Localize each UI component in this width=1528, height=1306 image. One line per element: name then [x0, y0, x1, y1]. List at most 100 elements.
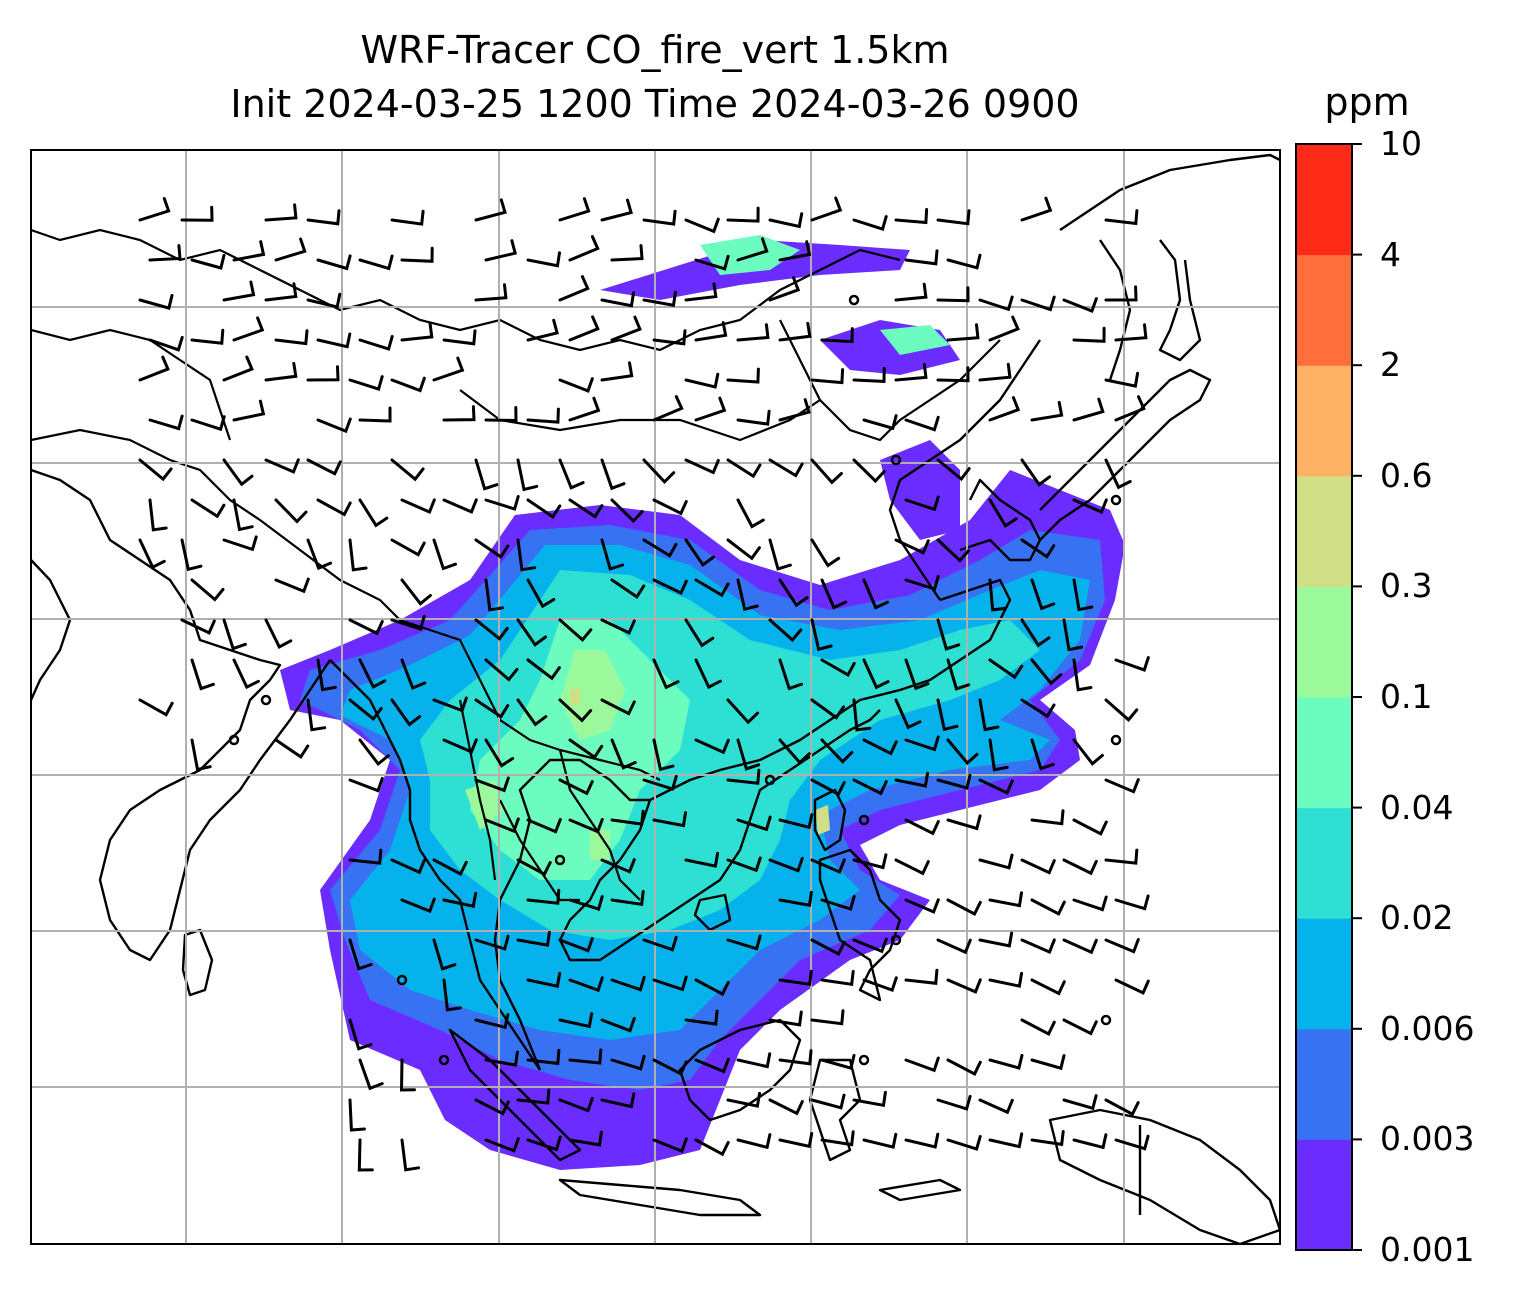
- wind-barb: [1030, 898, 1066, 916]
- wind-barb: [810, 778, 846, 797]
- tracer-band-1b: [880, 440, 960, 540]
- wind-barb: [558, 377, 594, 393]
- colorbar-tick-label: 0.006: [1380, 1008, 1475, 1048]
- wind-barb: [358, 498, 389, 528]
- wind-barb: [1114, 395, 1146, 422]
- wind-barb: [946, 658, 971, 691]
- wind-barb: [862, 414, 898, 431]
- wind-barb: [778, 890, 813, 907]
- wind-barb: [684, 1009, 719, 1026]
- wind-barb: [904, 415, 940, 432]
- wind-barb: [264, 282, 298, 302]
- wind-barb: [894, 698, 922, 730]
- wind-calm-marker: [858, 814, 870, 826]
- wind-barb: [1104, 371, 1140, 388]
- wind-barb: [768, 618, 803, 643]
- wind-barb: [516, 858, 552, 877]
- wind-barb: [988, 1053, 1024, 1070]
- wind-barb: [736, 815, 772, 832]
- wind-barb: [1104, 778, 1140, 794]
- wind-barb: [978, 362, 1012, 382]
- wind-barb: [820, 1054, 856, 1070]
- wind-barb: [904, 1132, 940, 1149]
- wind-barb: [222, 535, 258, 552]
- wind-barb: [400, 1138, 421, 1172]
- wind-barb: [400, 897, 436, 914]
- wind-barb: [694, 658, 722, 690]
- wind-calm-marker: [848, 294, 860, 306]
- tracer-band-7: [815, 805, 830, 835]
- wind-barb: [726, 856, 762, 873]
- wind-barb: [306, 538, 333, 571]
- coastline-hainan: [693, 893, 732, 932]
- wind-barb: [988, 1132, 1024, 1149]
- wind-barb: [810, 368, 845, 385]
- wind-barb: [768, 1098, 804, 1116]
- wind-barb: [988, 498, 1018, 528]
- wind-barb: [1104, 698, 1139, 722]
- wind-barb: [222, 355, 254, 382]
- wind-barb: [1072, 738, 1104, 766]
- wind-barb: [474, 538, 510, 560]
- wind-barb: [1030, 1054, 1066, 1071]
- wind-barb: [936, 458, 971, 482]
- wind-barb: [778, 658, 803, 691]
- wind-barb: [1020, 458, 1052, 487]
- wind-barb: [600, 538, 625, 571]
- wind-barb: [684, 538, 715, 567]
- wind-barb: [904, 658, 930, 691]
- wind-barb: [600, 361, 634, 382]
- wind-barb: [652, 1137, 688, 1154]
- wind-barb: [820, 578, 848, 610]
- wind-barb: [484, 1050, 519, 1067]
- tracer-band-5: [470, 620, 690, 880]
- wind-barb: [852, 215, 888, 231]
- border-myanmar: [458, 699, 497, 881]
- tracer-band-6c: [590, 830, 610, 860]
- wind-barb: [978, 698, 1000, 732]
- wind-barb: [694, 738, 730, 755]
- wind-barb: [978, 853, 1014, 870]
- wind-barb: [516, 930, 551, 947]
- wind-barb: [316, 658, 337, 692]
- wind-barb: [568, 396, 601, 422]
- wind-barb: [348, 618, 384, 636]
- wind-barb: [642, 538, 678, 558]
- wind-barb: [946, 814, 982, 831]
- wind-calm-marker: [260, 694, 272, 706]
- wind-barb: [1072, 578, 1094, 612]
- wind-barb: [610, 315, 642, 342]
- wind-barb: [568, 498, 604, 519]
- wind-barb: [138, 458, 173, 482]
- wind-barb: [946, 978, 982, 994]
- wind-barb: [820, 1130, 855, 1147]
- coastline-china-south: [649, 578, 1012, 802]
- wind-barb: [610, 1054, 646, 1071]
- wind-barb: [232, 399, 266, 422]
- wind-barb: [894, 858, 930, 876]
- wind-barb: [348, 776, 384, 793]
- wind-barb: [810, 1093, 846, 1110]
- wind-barb: [390, 376, 426, 393]
- wind-barb: [778, 398, 811, 422]
- wind-barb: [600, 198, 633, 222]
- wind-barb: [442, 498, 478, 514]
- wind-barb: [1114, 656, 1150, 672]
- wind-barb: [904, 968, 939, 985]
- wind-barb: [1104, 458, 1132, 490]
- wind-barb: [474, 458, 499, 491]
- wind-barb: [232, 658, 260, 690]
- wind-barb: [1114, 894, 1150, 911]
- wind-barb: [778, 321, 812, 342]
- wind-barb: [778, 240, 812, 262]
- coastline-bay-bengal: [329, 659, 541, 1071]
- wind-barb: [726, 458, 762, 479]
- wind-barb: [946, 323, 980, 342]
- wind-barb: [432, 356, 465, 382]
- wind-barb: [988, 578, 1008, 612]
- wind-barb: [1072, 658, 1093, 692]
- wind-barb: [978, 295, 1014, 312]
- wind-calm-marker: [438, 1054, 450, 1066]
- wind-barb: [852, 853, 888, 870]
